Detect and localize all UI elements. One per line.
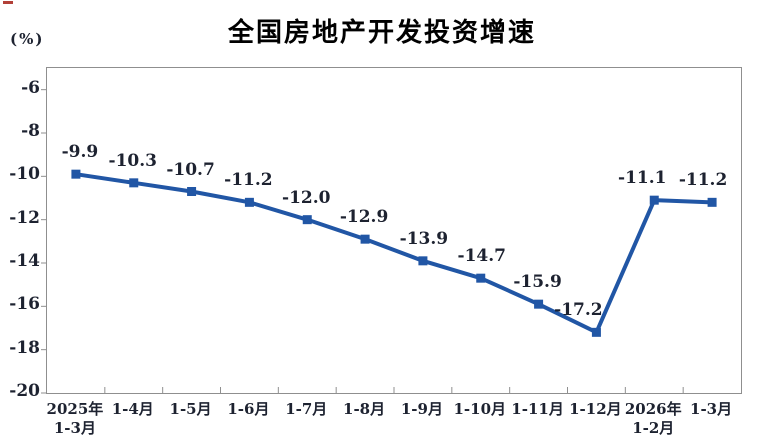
- series-line: [73, 172, 715, 335]
- data-label: -17.2: [554, 300, 603, 321]
- x-axis-tick-label: 1-7月: [285, 400, 328, 418]
- series-marker: [476, 273, 486, 283]
- x-axis-tick-label: 1-9月: [400, 400, 443, 418]
- series-marker: [244, 197, 254, 207]
- series-marker: [360, 234, 370, 244]
- series-marker: [71, 169, 81, 179]
- x-axis-tick-label: 2026年 1-2月: [624, 400, 682, 437]
- series-marker: [187, 187, 197, 196]
- series-marker: [591, 327, 601, 337]
- series-marker: [418, 256, 428, 266]
- plot-area: [41, 67, 742, 394]
- line-series-svg: [41, 89, 717, 394]
- chart-title: 全国房地产开发投资增速: [227, 17, 536, 47]
- series-marker: [707, 197, 717, 207]
- y-axis-tick-label: -8: [21, 121, 40, 141]
- series-marker: [302, 215, 312, 225]
- series-marker: [129, 178, 139, 188]
- data-label: -13.9: [399, 228, 449, 249]
- x-axis-tick-label: 1-10月: [453, 400, 507, 418]
- data-label: -10.3: [108, 150, 157, 171]
- y-axis-tick-label: -12: [9, 207, 40, 228]
- y-axis-tick-label: -10: [9, 164, 40, 185]
- series-marker: [534, 299, 544, 309]
- data-label: -11.1: [618, 168, 667, 189]
- x-axis-tick-label: 1-11月: [511, 400, 564, 418]
- data-label: -9.9: [61, 142, 99, 163]
- y-axis-tick-label: -6: [21, 77, 40, 98]
- x-axis-tick-label: 1-3月: [690, 400, 733, 418]
- x-axis-tick-label: 1-5月: [169, 400, 212, 418]
- x-axis-tick-label: 1-6月: [227, 400, 270, 418]
- series-marker: [649, 195, 659, 205]
- x-axis-tick-label: 2025年 1-3月: [46, 400, 104, 437]
- data-label: -14.7: [457, 246, 506, 267]
- x-axis-tick-label: 1-12月: [569, 400, 622, 418]
- y-axis-unit-label: (%): [10, 30, 45, 48]
- data-label: -11.2: [224, 170, 273, 191]
- y-axis-tick-label: -20: [9, 381, 40, 401]
- data-label: -12.0: [282, 187, 331, 208]
- data-label: -11.2: [678, 170, 728, 191]
- y-axis-tick-label: -14: [9, 251, 40, 271]
- data-label: -12.9: [339, 207, 389, 228]
- y-axis-tick-label: -18: [9, 337, 40, 358]
- data-label: -15.9: [513, 272, 562, 293]
- x-axis-tick-label: 1-4月: [111, 400, 154, 418]
- y-axis-tick-label: -16: [9, 294, 40, 315]
- x-axis-tick-label: 1-8月: [343, 400, 386, 418]
- page-edge-red-mark: [3, 1, 13, 4]
- data-label: -10.7: [166, 159, 215, 180]
